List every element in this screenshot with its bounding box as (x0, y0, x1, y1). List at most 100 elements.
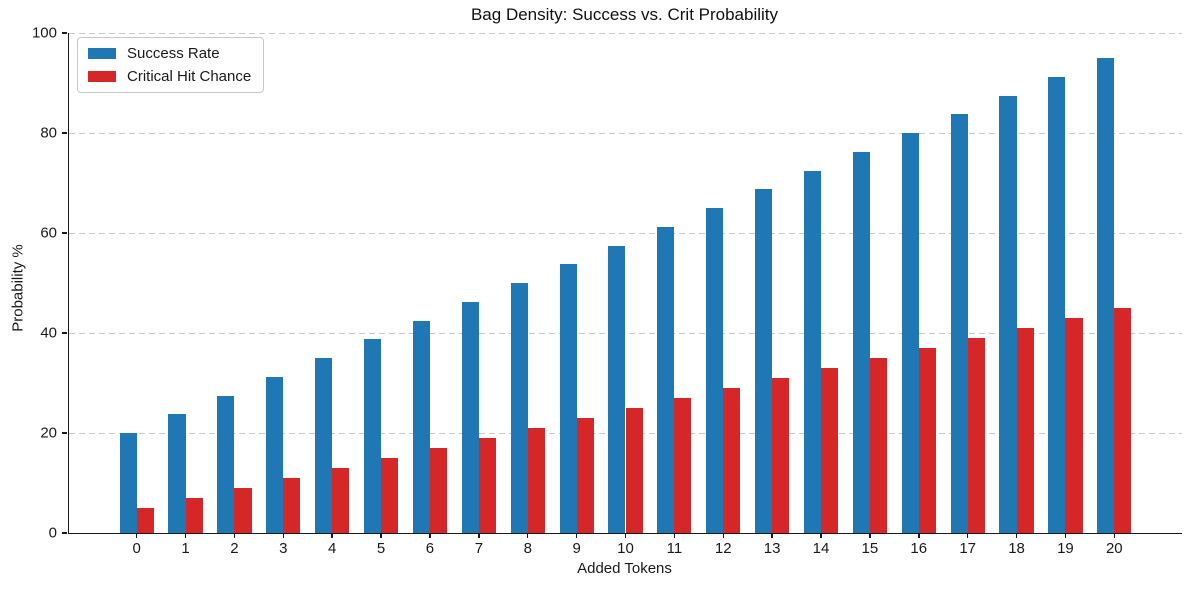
gridline-80 (69, 133, 1182, 134)
x-tick-label-15: 15 (861, 540, 879, 557)
x-tick-mark-3 (282, 533, 285, 538)
x-tick-label-4: 4 (328, 540, 337, 557)
x-tick-label-18: 18 (1008, 540, 1025, 557)
bar-critical-hit-chance-8 (527, 428, 545, 533)
bar-critical-hit-chance-17 (967, 338, 985, 533)
legend-label-success-rate: Success Rate (127, 45, 220, 62)
bar-critical-hit-chance-18 (1016, 328, 1034, 533)
bar-success-rate-9 (559, 264, 577, 533)
x-tick-mark-2 (233, 533, 236, 538)
bar-critical-hit-chance-16 (918, 348, 936, 533)
bar-success-rate-2 (217, 395, 235, 533)
bar-success-rate-1 (168, 414, 186, 533)
x-axis-label: Added Tokens (577, 560, 672, 577)
y-tick-mark-100 (62, 32, 67, 34)
bar-success-rate-7 (461, 301, 479, 533)
x-tick-mark-1 (184, 533, 187, 538)
bar-success-rate-13 (755, 189, 773, 533)
y-tick-label-100: 100 (31, 24, 57, 42)
x-tick-label-7: 7 (474, 540, 484, 557)
y-tick-label-60: 60 (40, 224, 57, 242)
bar-critical-hit-chance-20 (1114, 308, 1132, 533)
x-tick-mark-0 (135, 533, 138, 538)
bar-critical-hit-chance-19 (1065, 318, 1083, 533)
bar-critical-hit-chance-0 (136, 508, 154, 533)
bar-critical-hit-chance-13 (772, 378, 790, 533)
bar-success-rate-10 (608, 245, 626, 533)
x-tick-label-9: 9 (572, 540, 581, 557)
bar-success-rate-8 (510, 283, 528, 533)
x-tick-label-2: 2 (230, 540, 239, 557)
bar-success-rate-17 (950, 114, 968, 533)
bar-critical-hit-chance-9 (576, 418, 594, 533)
y-tick-label-0: 0 (48, 524, 57, 542)
y-axis-label: Probability % (9, 244, 27, 332)
x-tick-label-17: 17 (959, 540, 976, 557)
bar-success-rate-4 (315, 358, 333, 533)
x-tick-label-19: 19 (1057, 540, 1074, 557)
gridline-100 (69, 33, 1182, 34)
x-tick-mark-10 (624, 533, 627, 538)
legend-swatch-critical-hit-chance-icon (88, 71, 116, 82)
x-tick-mark-14 (820, 533, 822, 538)
x-tick-label-11: 11 (666, 540, 683, 557)
x-tick-label-13: 13 (763, 540, 781, 557)
legend-label-critical-hit-chance: Critical Hit Chance (127, 68, 252, 85)
y-tick-mark-0 (62, 532, 67, 534)
x-tick-label-0: 0 (132, 540, 141, 557)
bar-critical-hit-chance-14 (821, 368, 839, 533)
gridline-40 (69, 333, 1182, 334)
bar-critical-hit-chance-11 (674, 398, 692, 533)
y-tick-label-80: 80 (40, 124, 57, 142)
y-tick-mark-80 (62, 132, 67, 134)
bar-success-rate-11 (657, 226, 675, 533)
bar-success-rate-6 (412, 320, 430, 533)
x-tick-label-20: 20 (1105, 540, 1123, 557)
x-tick-label-8: 8 (523, 540, 532, 557)
x-tick-mark-9 (575, 533, 578, 538)
bar-critical-hit-chance-10 (625, 408, 643, 533)
gridline-60 (69, 233, 1182, 234)
bar-critical-hit-chance-6 (429, 448, 448, 533)
bar-critical-hit-chance-15 (869, 358, 887, 533)
bar-critical-hit-chance-12 (723, 388, 741, 533)
y-tick-label-20: 20 (40, 424, 57, 442)
x-tick-mark-4 (331, 533, 333, 538)
x-tick-label-14: 14 (812, 540, 830, 557)
x-tick-mark-7 (478, 533, 480, 538)
x-tick-label-1: 1 (181, 540, 190, 557)
y-tick-mark-40 (62, 332, 67, 334)
x-tick-mark-17 (966, 533, 969, 538)
x-tick-label-3: 3 (279, 540, 288, 557)
bar-success-rate-0 (119, 433, 137, 533)
y-tick-mark-20 (62, 432, 67, 434)
x-tick-mark-20 (1113, 533, 1116, 538)
legend: Success Rate Critical Hit Chance (77, 37, 265, 93)
bar-success-rate-5 (363, 339, 382, 533)
x-tick-mark-6 (429, 533, 431, 538)
bar-critical-hit-chance-2 (234, 488, 252, 533)
x-tick-mark-18 (1015, 533, 1018, 538)
bar-success-rate-19 (1048, 76, 1066, 533)
x-tick-mark-15 (869, 533, 871, 538)
bar-critical-hit-chance-1 (185, 498, 203, 533)
x-tick-mark-16 (918, 533, 920, 538)
bar-success-rate-14 (803, 170, 821, 533)
bar-critical-hit-chance-7 (478, 438, 496, 533)
legend-swatch-success-rate-icon (88, 48, 116, 59)
x-tick-mark-11 (673, 533, 676, 538)
bar-success-rate-18 (999, 95, 1017, 533)
chart-title: Bag Density: Success vs. Crit Probabilit… (470, 5, 779, 24)
x-tick-mark-12 (722, 533, 724, 538)
legend-item-critical-hit-chance: Critical Hit Chance (88, 68, 251, 85)
y-tick-mark-60 (62, 232, 67, 234)
bar-critical-hit-chance-4 (332, 468, 350, 533)
x-tick-label-12: 12 (714, 540, 732, 557)
x-tick-label-6: 6 (425, 540, 435, 557)
x-tick-label-5: 5 (376, 540, 386, 557)
x-tick-mark-19 (1064, 533, 1067, 538)
bar-critical-hit-chance-3 (283, 478, 301, 533)
x-tick-label-16: 16 (910, 540, 928, 557)
